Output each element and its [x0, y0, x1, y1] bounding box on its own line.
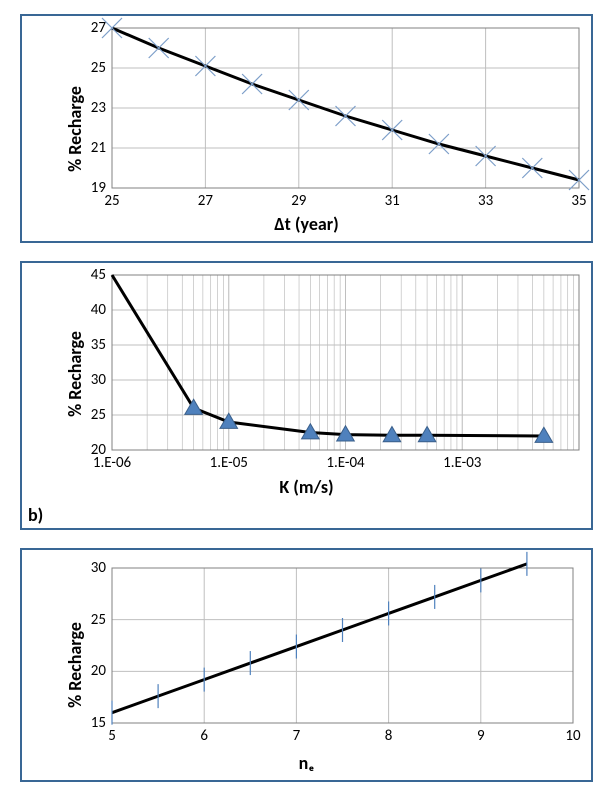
chart-b-panel-label: b): [28, 504, 43, 526]
chart-b-svg: [112, 275, 579, 450]
chart-b-ylabel: % Recharge: [64, 331, 86, 417]
chart-c-svg: [112, 568, 573, 723]
chart-c-plot: 567891015202530: [112, 568, 573, 723]
chart-a-xlabel: Δt (year): [274, 213, 339, 235]
chart-c-panel: % Recharge 567891015202530 nₑ: [20, 548, 593, 782]
chart-c-xlabel: nₑ: [299, 752, 315, 774]
chart-b-plot: 1.E-061.E-051.E-041.E-03202530354045: [112, 275, 579, 450]
chart-b-xlabel: K (m/s): [279, 476, 333, 498]
chart-c-ylabel: % Recharge: [64, 622, 86, 708]
page: % Recharge 2527293133351921232527 Δt (ye…: [0, 0, 613, 794]
chart-a-plot: 2527293133351921232527: [112, 28, 579, 188]
chart-a-ylabel: % Recharge: [64, 86, 86, 172]
chart-b-panel: % Recharge 1.E-061.E-051.E-041.E-0320253…: [20, 261, 593, 530]
chart-a-panel: % Recharge 2527293133351921232527 Δt (ye…: [20, 14, 593, 243]
chart-a-svg: [112, 28, 579, 188]
